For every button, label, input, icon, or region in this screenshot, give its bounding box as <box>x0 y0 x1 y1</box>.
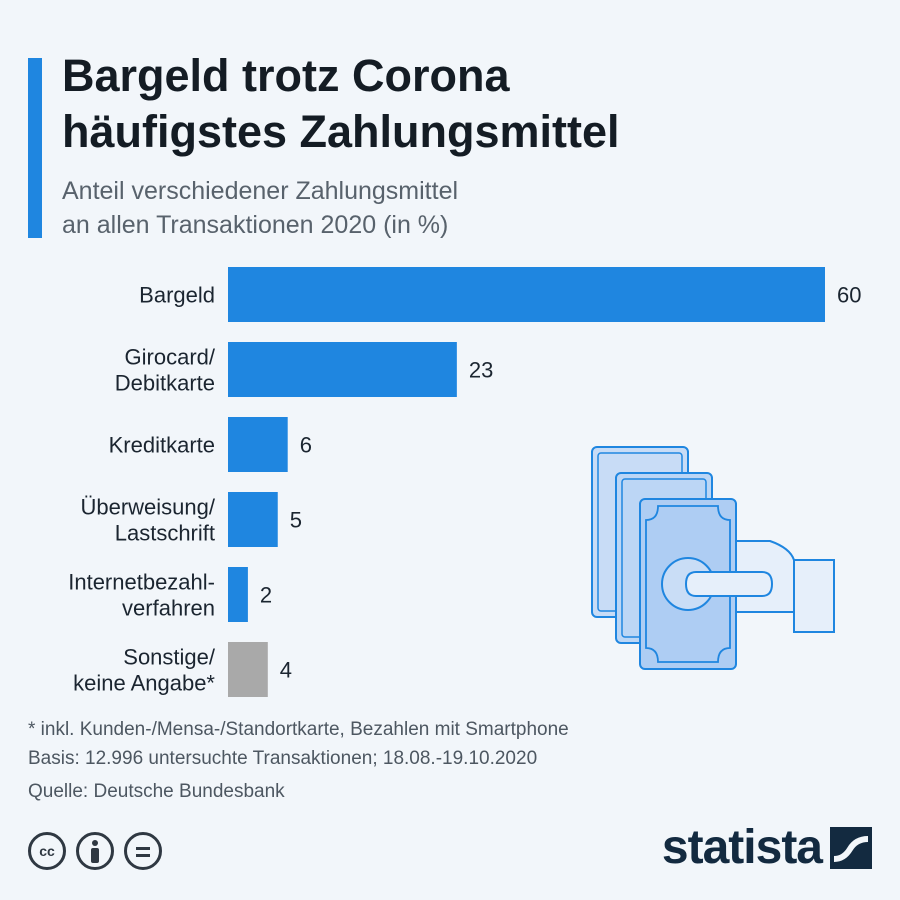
category-label-2-0: Kreditkarte <box>109 433 215 458</box>
value-label-5: 4 <box>280 658 292 683</box>
title-accent-bar <box>28 58 42 238</box>
category-label-4-0: Internetbezahl- <box>68 570 215 595</box>
bar-4 <box>228 567 248 622</box>
bar-0 <box>228 267 825 322</box>
footnote-source: Quelle: Deutsche Bundesbank <box>28 781 285 802</box>
chart-title-line-1: Bargeld trotz Corona <box>62 50 510 101</box>
value-label-0: 60 <box>837 283 861 308</box>
chart-subtitle: Anteil verschiedener Zahlungsmittel an a… <box>62 174 862 242</box>
chart-subtitle-line-1: Anteil verschiedener Zahlungsmittel <box>62 177 459 205</box>
chart-footnotes: * inkl. Kunden-/Mensa-/Standortkarte, Be… <box>28 715 888 806</box>
category-label-3-1: Lastschrift <box>115 521 215 546</box>
value-label-4: 2 <box>260 583 272 608</box>
category-label-5-1: keine Angabe* <box>73 671 215 696</box>
chart-title: Bargeld trotz Corona häufigstes Zahlungs… <box>62 48 882 160</box>
category-label-3-0: Überweisung/ <box>80 495 215 520</box>
category-label-0-0: Bargeld <box>139 283 215 308</box>
value-label-3: 5 <box>290 508 302 533</box>
attribution-icon[interactable] <box>76 832 114 870</box>
statista-mark-icon <box>830 827 872 869</box>
value-label-1: 23 <box>469 358 493 383</box>
category-label-1-1: Debitkarte <box>115 371 215 396</box>
category-label-4-1: verfahren <box>122 596 215 621</box>
category-label-5-0: Sonstige/ <box>123 645 216 670</box>
bar-3 <box>228 492 278 547</box>
category-label-1-0: Girocard/ <box>125 345 216 370</box>
statista-logo[interactable]: statista <box>662 822 872 874</box>
value-label-2: 6 <box>300 433 312 458</box>
statista-wordmark: statista <box>661 821 823 874</box>
bar-2 <box>228 417 288 472</box>
no-derivatives-icon[interactable] <box>124 832 162 870</box>
chart-title-line-2: häufigstes Zahlungsmittel <box>62 106 620 157</box>
chart-subtitle-line-2: an allen Transaktionen 2020 (in %) <box>62 211 449 239</box>
bar-5 <box>228 642 268 697</box>
footnote-basis: Basis: 12.996 untersuchte Transaktionen;… <box>28 748 538 769</box>
cc-icon[interactable]: cc <box>28 832 66 870</box>
license-icons: cc <box>28 832 162 870</box>
footnote-asterisk: * inkl. Kunden-/Mensa-/Standortkarte, Be… <box>28 719 569 740</box>
bar-chart: 60 Bargeld 23 Girocard/Debitkarte 6 Kreditkar… <box>68 267 861 697</box>
bar-1 <box>228 342 457 397</box>
money-hand-illustration <box>591 446 835 670</box>
